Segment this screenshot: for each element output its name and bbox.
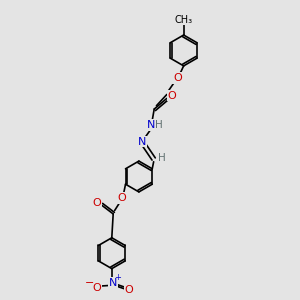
Text: O: O [173,73,182,83]
Text: H: H [158,153,165,163]
Text: N: N [147,120,155,130]
Text: O: O [167,91,176,100]
Text: N: N [109,278,117,288]
Text: O: O [124,286,133,296]
Text: +: + [114,273,121,282]
Text: CH₃: CH₃ [175,15,193,25]
Text: O: O [118,193,127,203]
Text: N: N [138,136,146,147]
Text: O: O [92,198,101,208]
Text: H: H [155,120,163,130]
Text: O: O [92,283,101,293]
Text: −: − [85,278,94,288]
